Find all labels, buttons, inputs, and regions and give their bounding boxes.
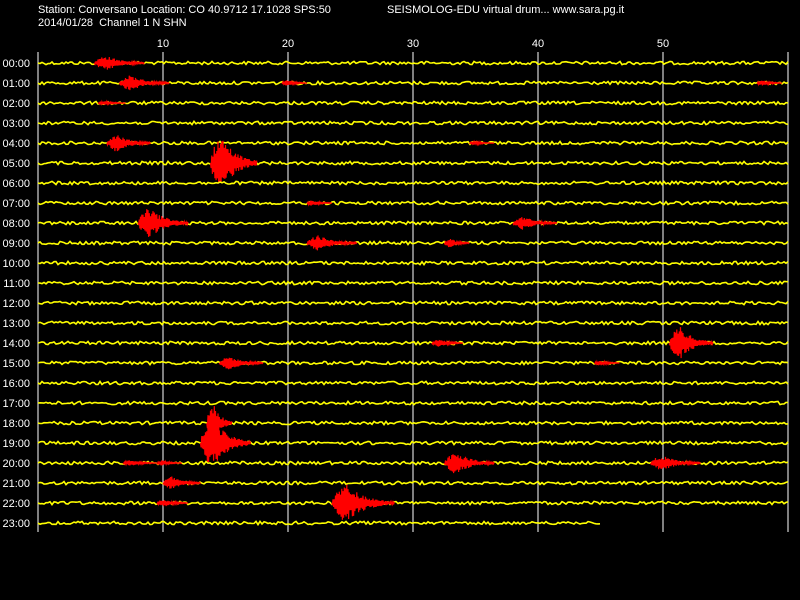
brand-title: SEISMOLOG-EDU virtual drum... www.sara.p…	[387, 4, 625, 16]
hour-label: 10:00	[2, 258, 30, 270]
event-burst	[331, 484, 395, 520]
hour-label: 21:00	[2, 478, 30, 490]
grid	[37, 52, 789, 532]
trace-line	[37, 100, 789, 106]
trace-line	[37, 120, 789, 126]
hour-label: 20:00	[2, 458, 30, 470]
trace-line	[37, 180, 789, 186]
trace-line	[37, 260, 789, 267]
hour-label: 23:00	[2, 518, 30, 530]
x-tick-label: 30	[407, 38, 419, 50]
event-burst	[281, 79, 308, 86]
trace-line	[37, 279, 789, 286]
hour-label: 08:00	[2, 218, 30, 230]
event-burst	[93, 56, 145, 70]
hour-label: 22:00	[2, 498, 30, 510]
hour-label: 02:00	[2, 98, 30, 110]
event-burst	[443, 238, 470, 248]
event-burst	[162, 476, 202, 489]
hour-label: 05:00	[2, 158, 30, 170]
trace-line	[37, 140, 789, 146]
x-tick-label: 40	[532, 38, 544, 50]
event-burst	[649, 456, 701, 470]
event-burst	[218, 357, 264, 370]
station-info: Station: Conversano Location: CO 40.9712…	[38, 4, 331, 16]
event-burst	[118, 75, 170, 91]
trace-line	[37, 300, 789, 306]
trace-line	[37, 340, 789, 346]
event-burst	[512, 217, 558, 230]
event-burst	[156, 499, 189, 507]
date-channel: 2014/01/28 Channel 1 N SHN	[38, 17, 187, 29]
trace-line	[37, 200, 789, 206]
hour-label: 06:00	[2, 178, 30, 190]
trace-line	[37, 360, 789, 366]
event-burst	[306, 235, 358, 251]
trace-line	[37, 60, 789, 66]
hour-label: 14:00	[2, 338, 30, 350]
trace-line	[37, 240, 789, 246]
event-burst	[306, 200, 333, 207]
event-burst	[668, 327, 714, 359]
x-tick-label: 20	[282, 38, 294, 50]
x-tick-label: 10	[157, 38, 169, 50]
event-burst	[106, 135, 151, 152]
trace-line	[37, 519, 601, 527]
hour-label: 12:00	[2, 298, 30, 310]
trace-line	[37, 399, 789, 406]
event-burst	[209, 140, 258, 184]
event-burst	[431, 339, 464, 347]
event-burst	[468, 139, 495, 147]
hour-label: 15:00	[2, 358, 30, 370]
trace-line	[37, 420, 789, 426]
trace-line	[37, 320, 789, 326]
hour-label: 09:00	[2, 238, 30, 250]
hour-label: 11:00	[3, 278, 30, 290]
hour-label: 04:00	[2, 138, 30, 150]
hour-label: 01:00	[2, 78, 30, 90]
event-burst	[97, 99, 126, 107]
labels: 10 20 30 40 50 00:00 01:00 02:00 03:00 04:00 05:00…	[2, 38, 669, 530]
x-tick-label: 50	[657, 38, 669, 50]
event-burst	[593, 359, 620, 367]
hour-label: 18:00	[2, 418, 30, 430]
trace-line	[37, 160, 789, 166]
event-burst	[443, 454, 495, 474]
hour-label: 19:00	[2, 438, 30, 450]
event-burst	[756, 80, 783, 87]
hour-label: 16:00	[2, 378, 30, 390]
hour-label: 13:00	[2, 318, 30, 330]
hour-label: 03:00	[2, 118, 30, 130]
event-burst	[199, 420, 252, 463]
traces	[37, 56, 789, 527]
trace-line	[37, 79, 789, 86]
trace-line	[37, 380, 789, 386]
hour-label: 00:00	[2, 58, 30, 70]
hour-label: 07:00	[2, 198, 30, 210]
trace-line	[37, 440, 789, 446]
event-burst	[156, 459, 183, 467]
event-burst	[122, 459, 158, 467]
hour-label: 17:00	[2, 398, 30, 410]
event-burst	[137, 209, 189, 237]
